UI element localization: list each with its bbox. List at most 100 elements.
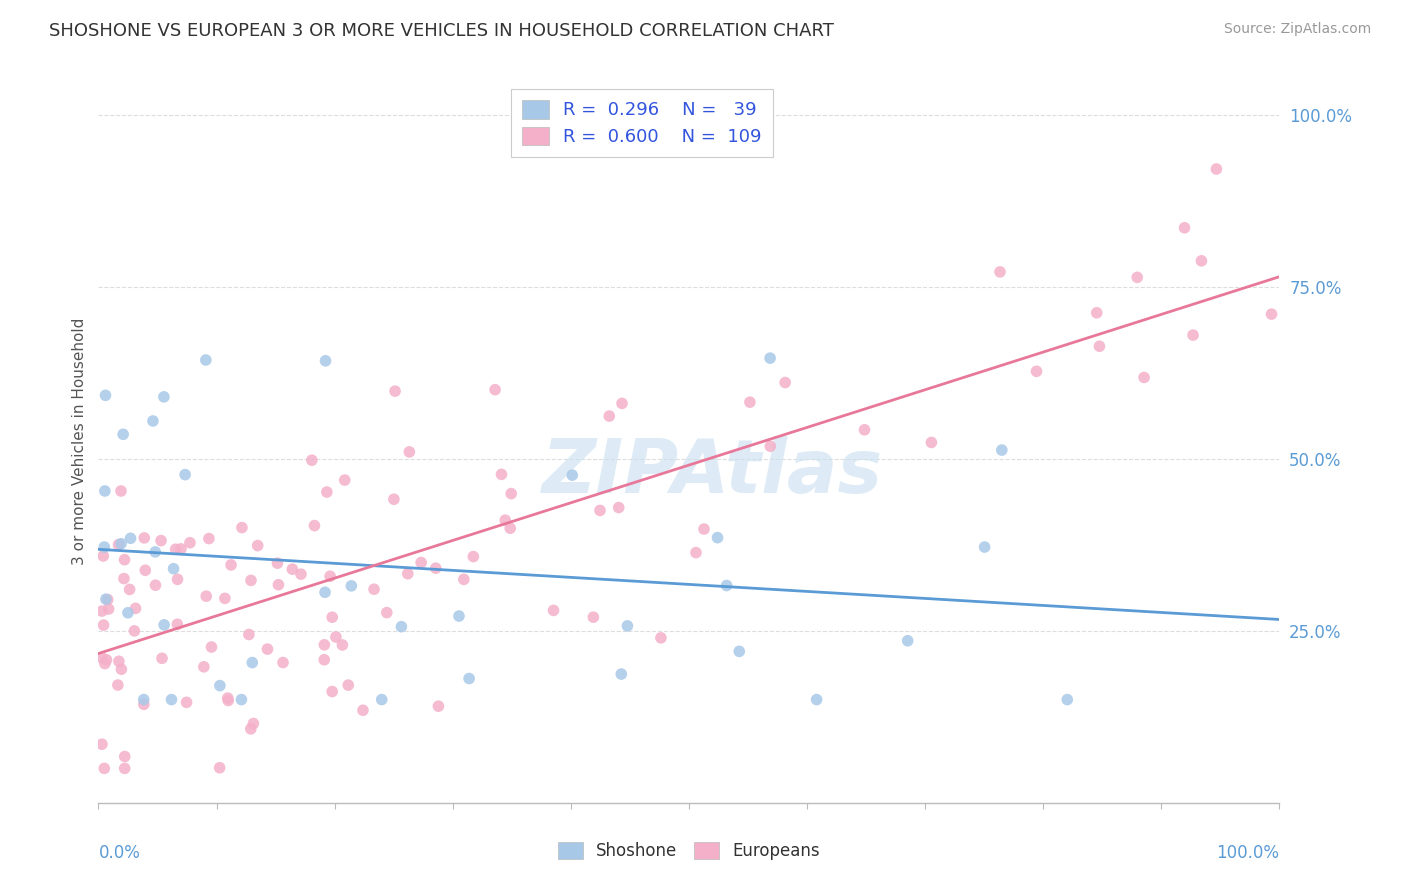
Point	[447, 609, 470, 624]
Point	[153, 618, 176, 632]
Point	[398, 445, 420, 459]
Point	[1126, 270, 1149, 285]
Point	[610, 396, 633, 410]
Point	[134, 531, 156, 545]
Point	[973, 540, 995, 554]
Point	[1205, 161, 1227, 176]
Point	[94, 657, 117, 671]
Legend: Shoshone, Europeans: Shoshone, Europeans	[551, 835, 827, 867]
Point	[340, 579, 363, 593]
Point	[853, 423, 876, 437]
Point	[375, 606, 398, 620]
Point	[208, 679, 231, 693]
Point	[304, 518, 326, 533]
Point	[217, 691, 239, 706]
Point	[650, 631, 672, 645]
Point	[174, 467, 197, 482]
Point	[142, 414, 165, 428]
Point	[94, 388, 117, 402]
Point	[195, 589, 218, 603]
Point	[706, 531, 728, 545]
Point	[120, 531, 142, 545]
Point	[453, 573, 475, 587]
Point	[319, 569, 342, 583]
Point	[166, 572, 188, 586]
Point	[91, 651, 114, 665]
Point	[988, 265, 1011, 279]
Point	[91, 549, 114, 563]
Point	[200, 640, 222, 654]
Point	[332, 638, 354, 652]
Point	[1088, 339, 1111, 353]
Point	[239, 722, 262, 736]
Point	[145, 578, 167, 592]
Point	[499, 521, 522, 535]
Point	[165, 542, 187, 557]
Point	[160, 692, 183, 706]
Point	[1191, 253, 1213, 268]
Point	[97, 602, 120, 616]
Point	[239, 574, 262, 588]
Point	[463, 549, 485, 564]
Point	[290, 567, 312, 582]
Point	[411, 556, 433, 570]
Point	[773, 376, 796, 390]
Point	[1133, 370, 1156, 384]
Point	[693, 522, 716, 536]
Point	[153, 390, 176, 404]
Point	[267, 578, 290, 592]
Point	[94, 483, 117, 498]
Point	[301, 453, 323, 467]
Point	[198, 532, 221, 546]
Point	[256, 642, 278, 657]
Y-axis label: 3 or more Vehicles in Household: 3 or more Vehicles in Household	[72, 318, 87, 566]
Point	[728, 644, 751, 658]
Point	[543, 603, 565, 617]
Point	[108, 654, 131, 668]
Point	[314, 653, 336, 667]
Point	[610, 667, 633, 681]
Point	[806, 692, 828, 706]
Point	[738, 395, 761, 409]
Point	[315, 353, 337, 368]
Point	[114, 749, 136, 764]
Point	[337, 678, 360, 692]
Point	[132, 692, 155, 706]
Point	[150, 533, 173, 548]
Point	[176, 695, 198, 709]
Point	[315, 485, 337, 500]
Point	[124, 624, 146, 638]
Point	[114, 761, 136, 775]
Point	[193, 660, 215, 674]
Text: ZIPAtlas: ZIPAtlas	[541, 436, 883, 509]
Point	[132, 698, 155, 712]
Point	[107, 538, 129, 552]
Point	[214, 591, 236, 606]
Point	[561, 468, 583, 483]
Point	[494, 513, 516, 527]
Point	[1260, 307, 1282, 321]
Point	[91, 604, 114, 618]
Point	[1056, 692, 1078, 706]
Point	[333, 473, 356, 487]
Point	[93, 618, 115, 632]
Text: 0.0%: 0.0%	[98, 844, 141, 862]
Point	[1173, 220, 1195, 235]
Point	[759, 439, 782, 453]
Point	[194, 353, 217, 368]
Point	[321, 610, 343, 624]
Point	[1182, 328, 1205, 343]
Point	[143, 545, 166, 559]
Point	[170, 541, 193, 556]
Point	[271, 656, 294, 670]
Point	[1085, 306, 1108, 320]
Point	[166, 617, 188, 632]
Point	[238, 627, 260, 641]
Point	[110, 483, 132, 498]
Point	[759, 351, 782, 365]
Point	[231, 520, 253, 534]
Point	[716, 578, 738, 592]
Point	[607, 500, 630, 515]
Point	[491, 467, 513, 482]
Point	[112, 427, 135, 442]
